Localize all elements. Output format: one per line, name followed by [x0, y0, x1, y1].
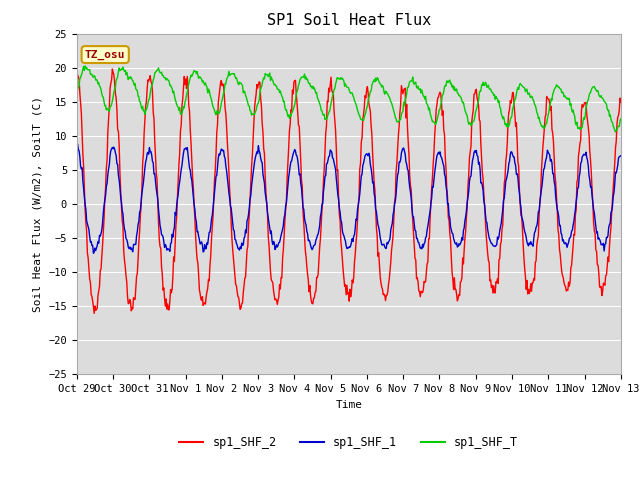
sp1_SHF_2 [617, 99, 625, 105]
Title: SP1 Soil Heat Flux: SP1 Soil Heat Flux [267, 13, 431, 28]
sp1_SHF_T [612, 129, 620, 135]
sp1_SHF_1 [90, 251, 97, 256]
sp1_SHF_2 [433, 107, 440, 113]
sp1_SHF_1 [84, 221, 92, 227]
Line: sp1_SHF_1: sp1_SHF_1 [77, 144, 621, 253]
sp1_SHF_2 [140, 130, 148, 136]
Line: sp1_SHF_2: sp1_SHF_2 [77, 69, 621, 313]
sp1_SHF_1 [224, 182, 232, 188]
sp1_SHF_1 [74, 141, 81, 147]
sp1_SHF_T [73, 93, 81, 99]
Text: TZ_osu: TZ_osu [85, 49, 125, 60]
Line: sp1_SHF_T: sp1_SHF_T [77, 66, 621, 132]
sp1_SHF_2 [224, 153, 232, 158]
Legend: sp1_SHF_2, sp1_SHF_1, sp1_SHF_T: sp1_SHF_2, sp1_SHF_1, sp1_SHF_T [175, 432, 523, 454]
sp1_SHF_T [195, 75, 202, 81]
sp1_SHF_2 [417, 294, 424, 300]
sp1_SHF_2 [196, 287, 204, 292]
sp1_SHF_2 [73, 69, 81, 75]
sp1_SHF_T [140, 108, 147, 114]
X-axis label: Time: Time [335, 400, 362, 409]
sp1_SHF_2 [109, 66, 116, 72]
sp1_SHF_T [223, 75, 231, 81]
sp1_SHF_1 [417, 245, 424, 251]
sp1_SHF_1 [73, 144, 81, 149]
sp1_SHF_1 [617, 153, 625, 158]
sp1_SHF_T [84, 67, 92, 72]
sp1_SHF_1 [433, 158, 440, 164]
sp1_SHF_T [416, 87, 424, 93]
sp1_SHF_2 [83, 228, 90, 234]
sp1_SHF_2 [90, 311, 98, 316]
sp1_SHF_T [431, 121, 439, 127]
sp1_SHF_1 [196, 237, 204, 242]
sp1_SHF_T [617, 116, 625, 121]
Y-axis label: Soil Heat Flux (W/m2), SoilT (C): Soil Heat Flux (W/m2), SoilT (C) [33, 96, 43, 312]
sp1_SHF_T [81, 63, 89, 69]
sp1_SHF_1 [140, 172, 148, 178]
